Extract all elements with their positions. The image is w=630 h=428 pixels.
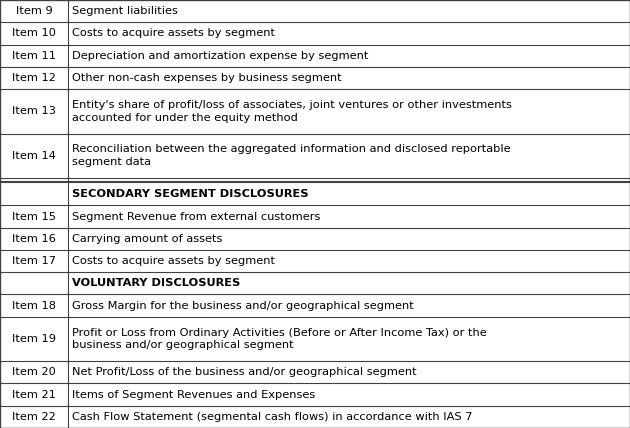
Text: Item 17: Item 17 — [12, 256, 56, 266]
Text: Item 20: Item 20 — [12, 367, 56, 377]
Text: Cash Flow Statement (segmental cash flows) in accordance with IAS 7: Cash Flow Statement (segmental cash flow… — [72, 412, 472, 422]
Text: Item 12: Item 12 — [12, 73, 56, 83]
Text: Item 15: Item 15 — [12, 211, 56, 222]
Text: Gross Margin for the business and/or geographical segment: Gross Margin for the business and/or geo… — [72, 300, 414, 311]
Text: Reconciliation between the aggregated information and disclosed reportable
segme: Reconciliation between the aggregated in… — [72, 144, 511, 167]
Text: Item 13: Item 13 — [12, 106, 56, 116]
Text: Item 16: Item 16 — [12, 234, 56, 244]
Text: Profit or Loss from Ordinary Activities (Before or After Income Tax) or the
busi: Profit or Loss from Ordinary Activities … — [72, 327, 487, 351]
Text: Item 21: Item 21 — [12, 389, 56, 400]
Text: Other non-cash expenses by business segment: Other non-cash expenses by business segm… — [72, 73, 341, 83]
Text: Item 19: Item 19 — [12, 334, 56, 344]
Text: Item 18: Item 18 — [12, 300, 56, 311]
Text: Carrying amount of assets: Carrying amount of assets — [72, 234, 222, 244]
Text: Entity's share of profit/loss of associates, joint ventures or other investments: Entity's share of profit/loss of associa… — [72, 100, 512, 123]
Text: Segment liabilities: Segment liabilities — [72, 6, 178, 16]
Text: SECONDARY SEGMENT DISCLOSURES: SECONDARY SEGMENT DISCLOSURES — [72, 189, 309, 199]
Text: Depreciation and amortization expense by segment: Depreciation and amortization expense by… — [72, 51, 369, 61]
Text: Items of Segment Revenues and Expenses: Items of Segment Revenues and Expenses — [72, 389, 315, 400]
Text: Item 14: Item 14 — [12, 151, 56, 161]
Text: Item 9: Item 9 — [16, 6, 52, 16]
Text: Costs to acquire assets by segment: Costs to acquire assets by segment — [72, 256, 275, 266]
Text: Segment Revenue from external customers: Segment Revenue from external customers — [72, 211, 321, 222]
Text: Item 22: Item 22 — [12, 412, 56, 422]
Text: VOLUNTARY DISCLOSURES: VOLUNTARY DISCLOSURES — [72, 278, 240, 288]
Text: Costs to acquire assets by segment: Costs to acquire assets by segment — [72, 28, 275, 39]
Text: Item 10: Item 10 — [12, 28, 56, 39]
Text: Item 11: Item 11 — [12, 51, 56, 61]
Text: Net Profit/Loss of the business and/or geographical segment: Net Profit/Loss of the business and/or g… — [72, 367, 416, 377]
